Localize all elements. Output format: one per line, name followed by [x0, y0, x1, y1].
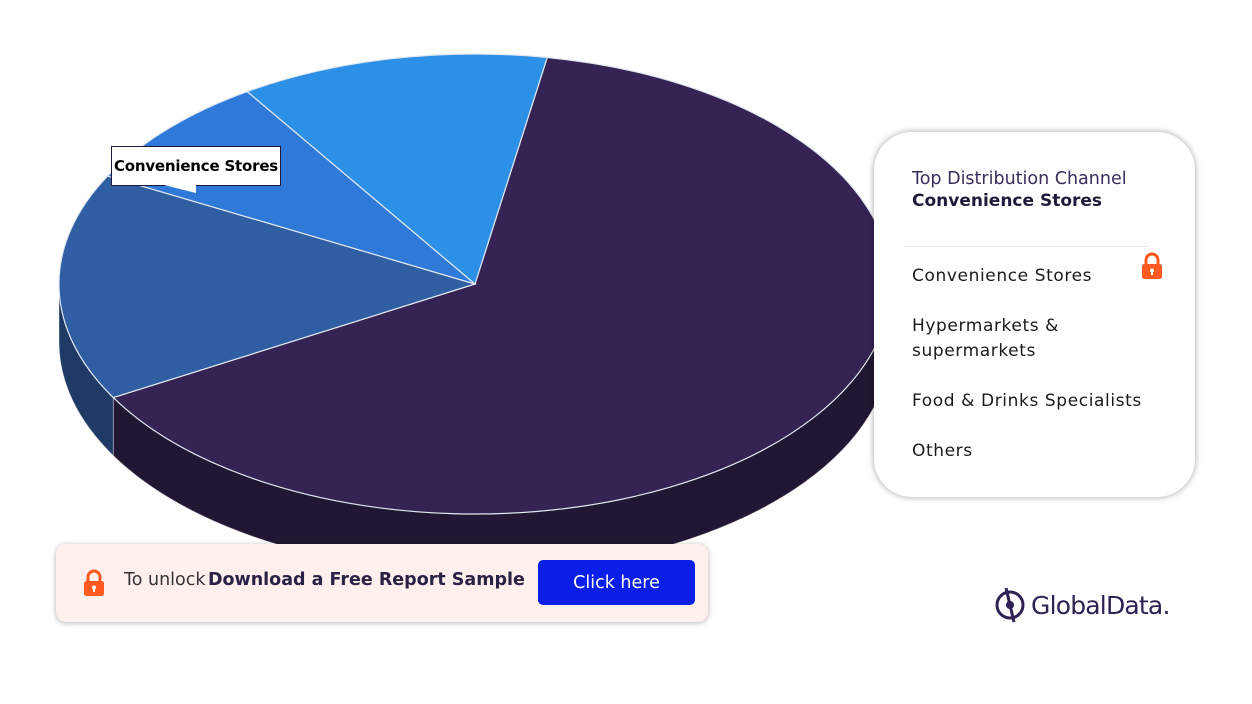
- lock-icon[interactable]: [1140, 252, 1164, 284]
- legend-heading: Top Distribution Channel: [912, 169, 1127, 189]
- legend-item-convenience-stores: Convenience Stores: [912, 266, 1093, 286]
- pie-slice-convenience-stores: [112, 56, 892, 515]
- banner-offer-text: Download a Free Report Sample: [208, 570, 525, 590]
- legend-divider: [904, 246, 1148, 247]
- globaldata-logo[interactable]: GlobalData.: [994, 586, 1170, 624]
- callout-pointer: [160, 184, 196, 193]
- pie-slice-others: [246, 53, 549, 286]
- brand-name: GlobalData.: [1031, 590, 1170, 620]
- chart-callout-label: Convenience Stores: [111, 146, 281, 186]
- legend-item-others: Others: [912, 441, 973, 461]
- click-here-button[interactable]: Click here: [538, 560, 695, 605]
- pie-slice-hypermarkets-supermarkets: [58, 175, 478, 399]
- globaldata-logo-icon: [995, 587, 1025, 623]
- unlock-banner: To unlock Download a Free Report Sample …: [56, 544, 708, 622]
- legend-item-hypermarkets: Hypermarkets & supermarkets: [912, 316, 1060, 361]
- legend-card: Top Distribution Channel Convenience Sto…: [874, 132, 1195, 497]
- banner-prefix-text: To unlock: [124, 570, 206, 590]
- lock-icon: [82, 569, 106, 601]
- legend-list: Convenience Stores Hypermarkets & superm…: [912, 264, 1152, 464]
- legend-top-channel: Convenience Stores: [912, 191, 1103, 211]
- legend-item-food-drinks-specialists: Food & Drinks Specialists: [912, 391, 1142, 411]
